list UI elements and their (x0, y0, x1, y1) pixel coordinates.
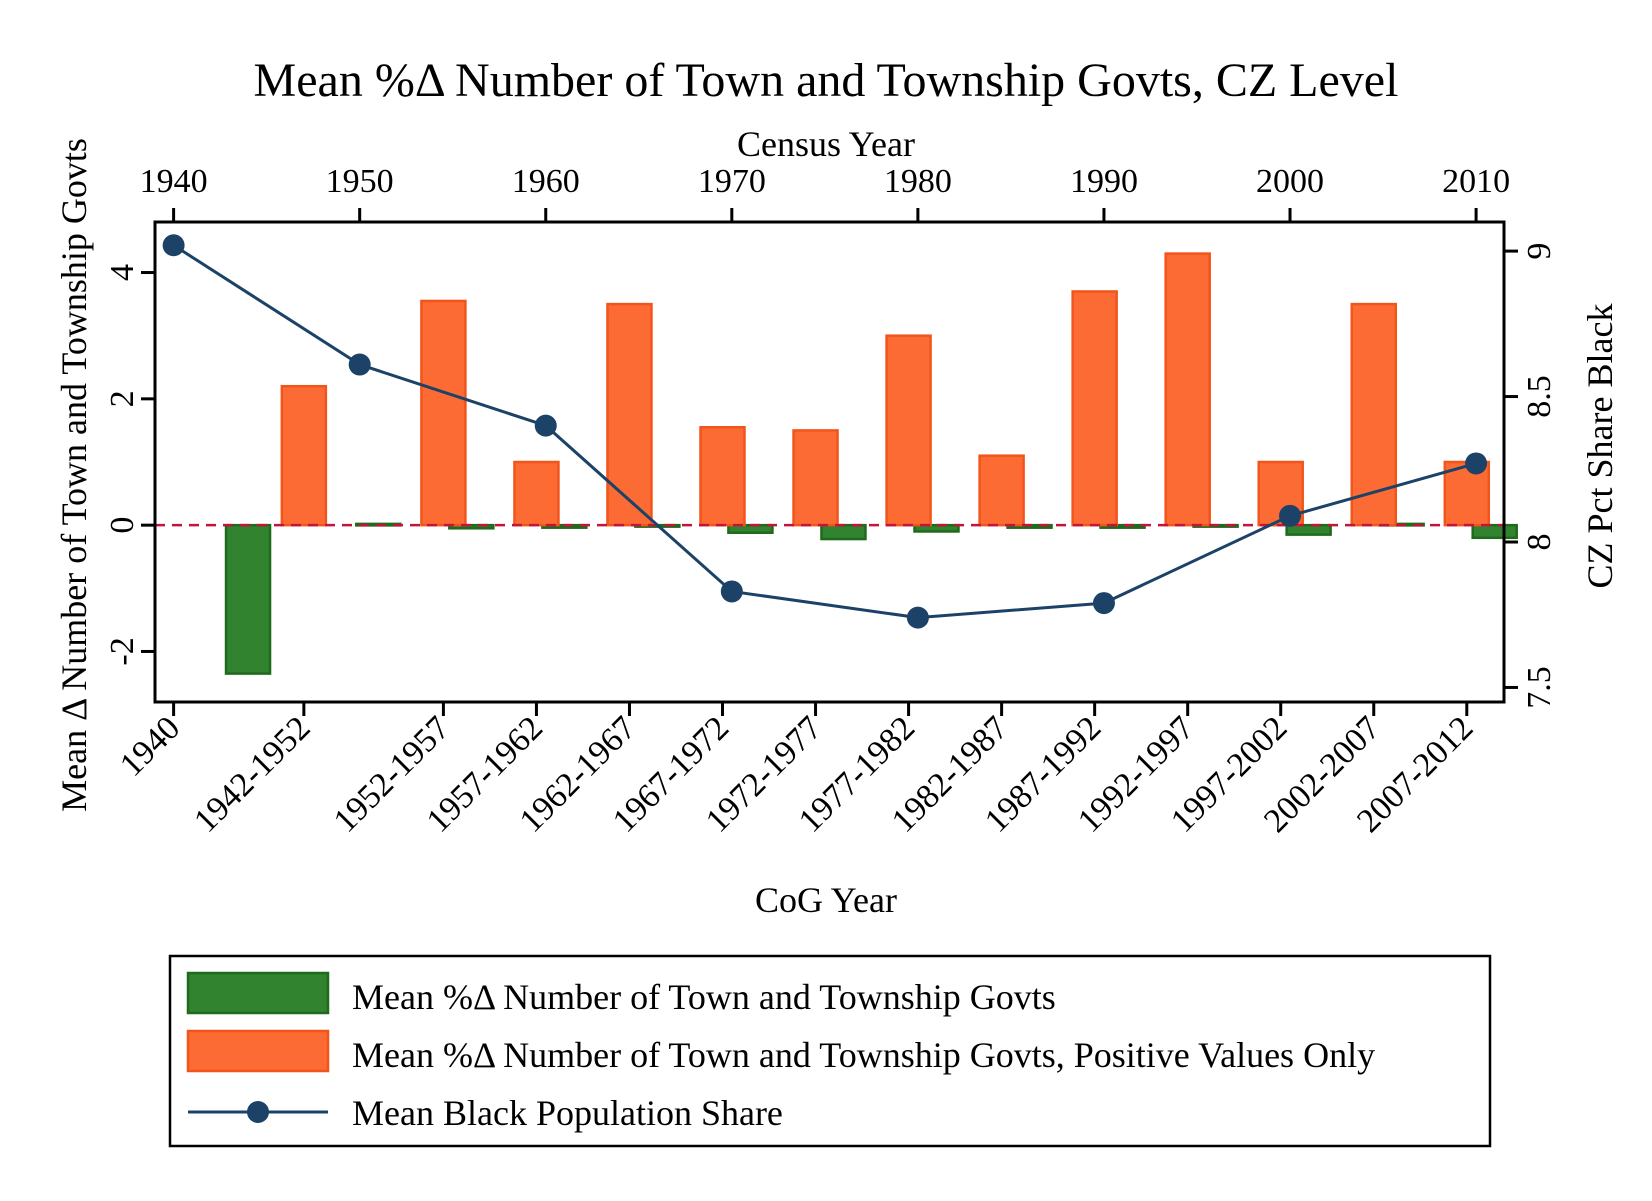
y2-tick-label-1: 8 (1521, 534, 1558, 551)
bar-positive-8 (1071, 290, 1118, 527)
legend-swatch-green-bar (186, 971, 330, 1015)
plot-area (155, 234, 1518, 675)
bar-change-0 (224, 523, 272, 675)
legend-swatch-orange-bar (186, 1029, 330, 1073)
bar-positive-3 (606, 302, 653, 527)
bar-change-2 (448, 523, 495, 530)
y-tick-label-2: 2 (104, 390, 141, 407)
x2-tick-label-5: 1990 (1070, 163, 1138, 200)
line-point-5 (1092, 592, 1115, 615)
x2-tick-label-2: 1960 (512, 163, 580, 200)
bar-change-11 (1285, 523, 1332, 536)
y2-tick-label-0: 7.5 (1521, 666, 1558, 709)
bar-positive-2 (513, 460, 560, 527)
legend-marker-line (247, 1101, 269, 1123)
bar-change-6 (820, 523, 867, 541)
legend-label-orange-bar: Mean %Δ Number of Town and Township Govt… (352, 1035, 1375, 1075)
y-tick-label-0: -2 (104, 637, 141, 665)
bar-positive-6 (885, 334, 932, 527)
line-point-0 (162, 234, 185, 257)
x2-axis-title: Census Year (737, 124, 915, 164)
bar-positive-9 (1164, 252, 1211, 527)
x2-tick-label-3: 1970 (698, 163, 766, 200)
y2-axis-title: CZ Pct Share Black (1580, 304, 1620, 589)
x-axis-title: CoG Year (755, 880, 897, 920)
line-black-population-share (172, 244, 1477, 620)
y2-tick-label-2: 8.5 (1521, 375, 1558, 418)
x2-tick-label-1: 1950 (326, 163, 394, 200)
plot-frame (153, 220, 1506, 704)
y-axis-title: Mean Δ Number of Town and Township Govts (54, 138, 94, 812)
bar-change-9 (1099, 523, 1146, 529)
bar-change-7 (913, 523, 960, 533)
x2-tick-label-6: 2000 (1256, 163, 1324, 200)
bar-positive-4 (699, 426, 746, 527)
bar-positive-0 (280, 384, 328, 527)
bar-positive-1 (420, 299, 467, 527)
y-tick-label-3: 4 (104, 264, 141, 281)
x2-tick-label-4: 1980 (884, 163, 952, 200)
bar-positive-7 (978, 454, 1025, 527)
line-point-6 (1279, 504, 1302, 527)
y-tick-label-1: 0 (104, 517, 141, 534)
x-tick-label-1: 1942-1952 (187, 709, 317, 839)
line-point-1 (348, 353, 371, 376)
y2-tick-label-3: 9 (1521, 243, 1558, 260)
x2-tick-label-0: 1940 (140, 163, 208, 200)
legend-label-green-bar: Mean %Δ Number of Town and Township Govt… (352, 977, 1056, 1017)
chart-title: Mean %Δ Number of Town and Township Govt… (254, 54, 1399, 107)
line-point-7 (1465, 452, 1488, 475)
legend-box (168, 954, 1492, 1148)
legend: Mean %Δ Number of Town and Township Govt… (168, 954, 1492, 1148)
line-point-3 (720, 580, 743, 603)
line-point-4 (906, 606, 929, 629)
bar-change-13 (1471, 523, 1518, 540)
x2-tick-label-7: 2010 (1442, 163, 1510, 200)
x-tick-label-0: 1940 (113, 709, 187, 783)
legend-label-line: Mean Black Population Share (352, 1093, 783, 1133)
line-point-2 (534, 414, 557, 437)
bar-positive-5 (792, 429, 839, 527)
